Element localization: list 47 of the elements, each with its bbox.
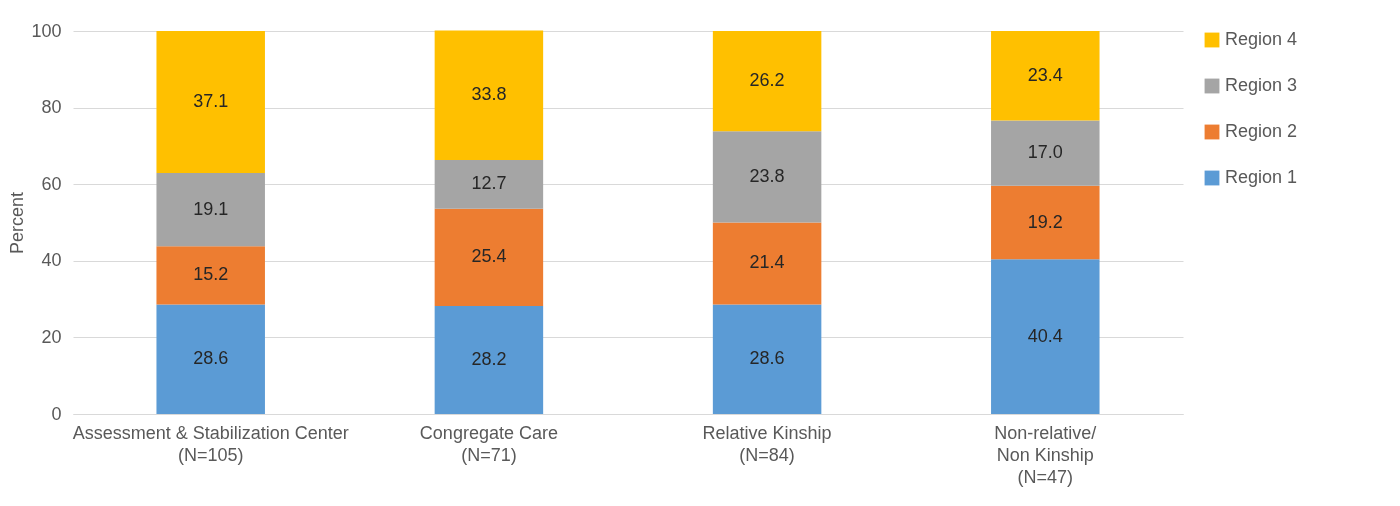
y-tick-label: 60 (41, 173, 62, 194)
data-label: 23.8 (749, 165, 785, 186)
y-tick-label: 20 (41, 326, 62, 347)
y-tick-label: 40 (41, 250, 62, 271)
data-label: 28.6 (749, 348, 785, 369)
data-label: 12.7 (471, 173, 507, 194)
bar (434, 160, 544, 209)
data-label: 26.2 (749, 70, 785, 91)
legend-label: Region 3 (1225, 75, 1298, 95)
data-label: 28.2 (471, 349, 507, 369)
bar (991, 31, 1100, 121)
bar (156, 173, 265, 247)
legend-label: Region 2 (1225, 121, 1298, 141)
y-tick-label: 0 (51, 403, 62, 424)
bar (991, 259, 1100, 414)
x-tick-label: Assessment & Stabilization Center (N=105) (72, 422, 349, 465)
bar (434, 30, 544, 161)
data-label: 33.8 (471, 84, 507, 105)
y-axis-title: Percent (7, 191, 28, 255)
bar (991, 120, 1100, 186)
legend-label: Region 1 (1225, 167, 1298, 187)
bar (712, 31, 822, 132)
data-label: 19.2 (1027, 211, 1063, 232)
data-label: 19.1 (193, 198, 229, 219)
x-tick-label: Congregate Care (N=71) (419, 422, 558, 465)
data-label: 23.4 (1027, 64, 1063, 85)
bar (434, 208, 544, 306)
data-label: 15.2 (193, 264, 229, 285)
data-label: 28.6 (193, 348, 229, 369)
x-tick-label: Relative Kinship (N=84) (702, 422, 832, 465)
bar (991, 185, 1100, 260)
y-tick-label: 100 (31, 20, 62, 41)
x-tick-label: Non-relative/ Non Kinship (N=47) (994, 422, 1097, 487)
legend-label: Region 4 (1225, 29, 1298, 49)
data-label: 40.4 (1027, 325, 1063, 346)
bar (712, 131, 822, 223)
data-label: 25.4 (471, 246, 507, 267)
bar (434, 305, 544, 414)
bar (712, 222, 822, 305)
data-label: 21.4 (749, 252, 785, 273)
y-tick-label: 80 (41, 97, 62, 118)
bar (712, 304, 822, 414)
data-label: 17.0 (1027, 142, 1063, 163)
data-label: 37.1 (193, 91, 229, 112)
bar (156, 304, 265, 414)
bar (156, 246, 265, 305)
bar (156, 31, 265, 174)
